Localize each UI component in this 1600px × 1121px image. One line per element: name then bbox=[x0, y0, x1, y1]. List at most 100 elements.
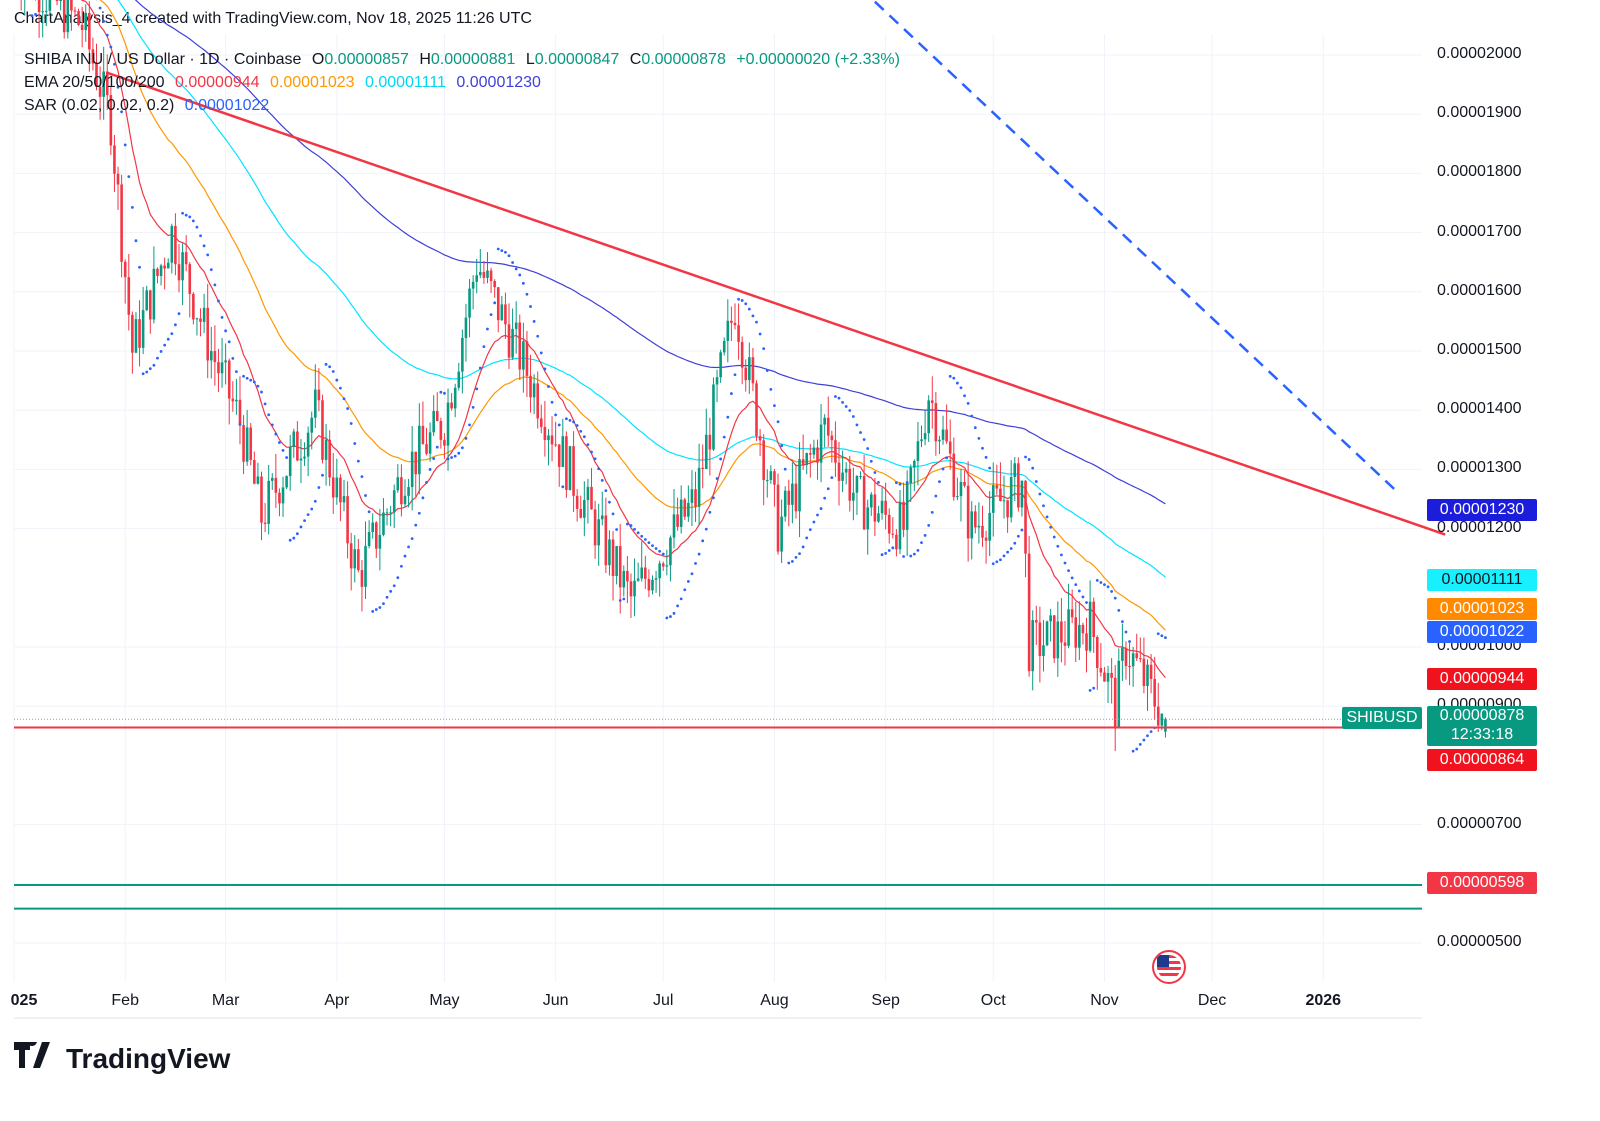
candle-body bbox=[91, 49, 95, 64]
sar-dot bbox=[256, 384, 260, 388]
sar-label[interactable]: SAR (0.02, 0.02, 0.2) bbox=[24, 97, 175, 114]
descending-trendline[interactable] bbox=[106, 71, 1446, 536]
candle-body bbox=[1070, 609, 1074, 618]
candle-body bbox=[224, 360, 227, 363]
sar-dot bbox=[554, 413, 558, 417]
sar-dot bbox=[1074, 583, 1078, 586]
sar-dot bbox=[1103, 583, 1106, 587]
candle-body bbox=[113, 145, 116, 174]
symbol-name[interactable]: SHIBA INU / US Dollar · 1D · Coinbase bbox=[24, 51, 302, 68]
sar-dot bbox=[1060, 553, 1063, 557]
sar-dot bbox=[905, 481, 909, 484]
candle-body bbox=[941, 429, 945, 440]
sar-dot bbox=[884, 551, 888, 555]
current-price: 0.00000878 bbox=[1439, 707, 1525, 724]
candles[interactable] bbox=[13, 0, 1167, 752]
sar-dot bbox=[977, 436, 981, 440]
sar-dot bbox=[755, 320, 758, 324]
candle-body bbox=[443, 439, 446, 446]
sar-dot bbox=[636, 531, 640, 535]
candle-body bbox=[170, 225, 174, 263]
candle-body bbox=[715, 377, 719, 385]
sar-dot bbox=[966, 401, 970, 405]
sar-dot bbox=[1088, 688, 1092, 692]
candle-body bbox=[672, 514, 676, 538]
ema100-line[interactable] bbox=[14, 0, 1166, 578]
sar-dot bbox=[188, 215, 192, 219]
sar-dot bbox=[920, 541, 923, 545]
tradingview-logo[interactable]: TradingView bbox=[14, 1036, 230, 1075]
candle-body bbox=[177, 264, 181, 281]
candle-body bbox=[48, 0, 52, 11]
candle-body bbox=[1092, 601, 1095, 638]
ema200-line[interactable] bbox=[14, 0, 1166, 505]
candle-body bbox=[489, 270, 493, 282]
candle-body bbox=[687, 502, 690, 517]
sar-value: 0.00001022 bbox=[184, 97, 270, 114]
sar-dot bbox=[557, 423, 561, 427]
candle-body bbox=[1038, 622, 1042, 657]
dashed-projection-line[interactable] bbox=[874, 0, 1400, 494]
sar-dot bbox=[801, 545, 805, 549]
sar-dot bbox=[654, 547, 658, 550]
candle-body bbox=[396, 477, 400, 491]
sar-dot bbox=[152, 363, 156, 367]
sar-dot bbox=[701, 539, 705, 543]
ema50-line[interactable] bbox=[14, 0, 1166, 631]
candle-body bbox=[740, 341, 744, 368]
sar-dot bbox=[568, 418, 572, 422]
candle-body bbox=[1085, 633, 1088, 651]
candle-body bbox=[826, 417, 830, 436]
sar-dot bbox=[823, 496, 827, 500]
sar-dot bbox=[1045, 515, 1049, 519]
bar-countdown: 12:33:18 bbox=[1450, 726, 1514, 743]
sar-dot bbox=[206, 253, 210, 257]
sar-dot bbox=[697, 552, 701, 556]
candle-body bbox=[600, 515, 604, 520]
sar-dot bbox=[938, 480, 941, 484]
sar-dot bbox=[999, 558, 1002, 562]
candle-body bbox=[884, 500, 887, 515]
sar-dot bbox=[604, 489, 608, 493]
sar-dot bbox=[686, 580, 690, 583]
sar-dot bbox=[1016, 534, 1020, 538]
sar-dot bbox=[507, 254, 511, 258]
sar-dot bbox=[385, 595, 389, 599]
y-tick-label: 0.00001500 bbox=[1437, 341, 1522, 358]
sar-dot bbox=[270, 423, 274, 427]
candle-body bbox=[658, 563, 661, 579]
candle-body bbox=[335, 477, 339, 498]
candle-body bbox=[1160, 713, 1164, 726]
ema20-line[interactable] bbox=[14, 0, 1166, 678]
sar-dot bbox=[392, 584, 396, 588]
current-price-tag: 0.00000878 12:33:18 bbox=[1427, 706, 1537, 746]
candle-body bbox=[378, 534, 382, 549]
sar-dot bbox=[1142, 738, 1146, 742]
low-value: 0.00000847 bbox=[534, 51, 620, 68]
candle-body bbox=[930, 400, 934, 404]
candle-body bbox=[253, 459, 256, 484]
sar-dot bbox=[349, 422, 353, 425]
candle-body bbox=[651, 579, 654, 591]
candle-body bbox=[1099, 668, 1103, 673]
ema-label[interactable]: EMA 20/50/100/200 bbox=[24, 74, 165, 91]
sar-dot bbox=[995, 560, 999, 564]
us-flag-icon[interactable] bbox=[1152, 950, 1186, 984]
sar-dot bbox=[633, 527, 636, 531]
ema50-price-tag: 0.00001023 bbox=[1427, 598, 1537, 620]
sar-dot bbox=[281, 448, 285, 452]
sar-dot bbox=[98, 6, 102, 10]
sar-dot bbox=[453, 454, 457, 458]
sar-dot bbox=[758, 332, 762, 336]
candle-body bbox=[238, 399, 242, 426]
sar-dot bbox=[955, 381, 959, 385]
sar-dot bbox=[457, 451, 461, 455]
candle-body bbox=[407, 487, 410, 496]
candle-body bbox=[471, 281, 475, 289]
attribution-text: ChartAnalysis_4 created with TradingView… bbox=[14, 10, 532, 27]
candle-body bbox=[360, 570, 364, 587]
sar-dot bbox=[543, 367, 547, 371]
candle-body bbox=[708, 434, 712, 450]
candle-body bbox=[314, 389, 317, 418]
